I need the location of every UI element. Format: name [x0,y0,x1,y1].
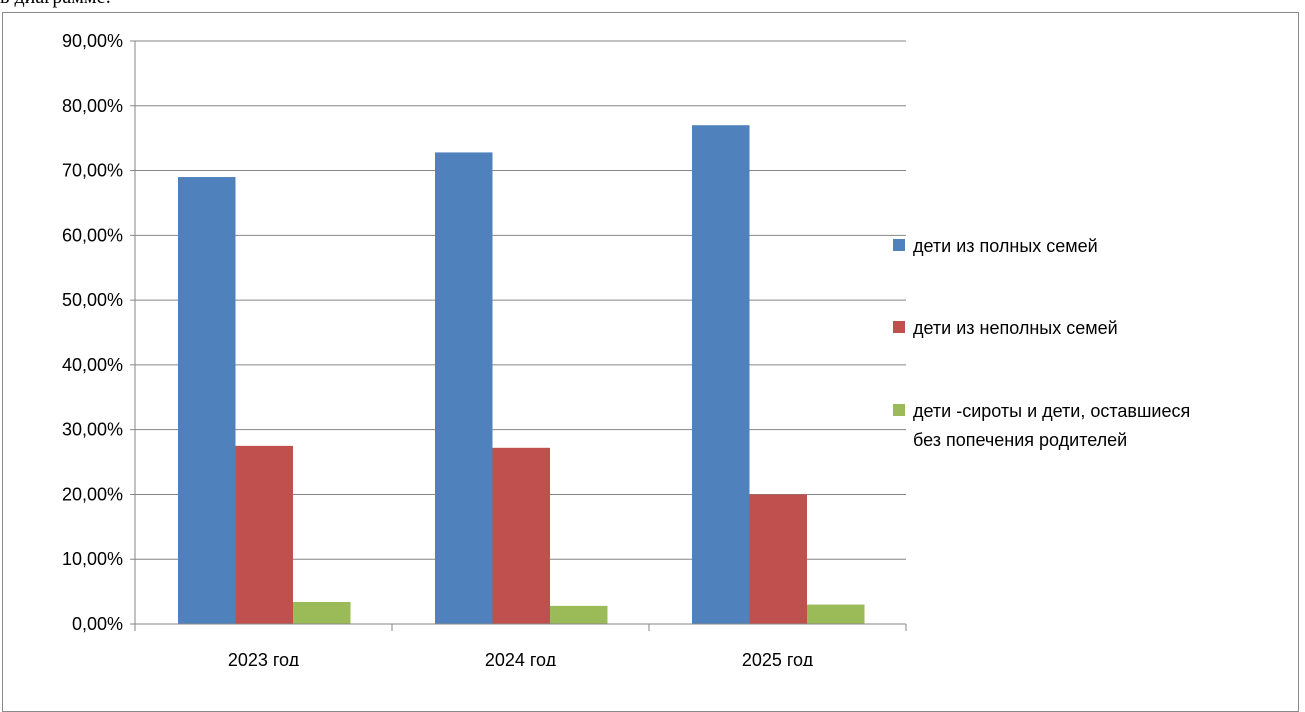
y-tick-label: 90,00% [62,31,123,51]
y-tick-label: 70,00% [62,161,123,181]
legend-swatch [893,239,905,251]
bars [178,125,865,625]
legend-label: дети из полных семей [913,236,1098,256]
bar [293,601,351,624]
legend-swatch [893,404,905,416]
y-tick-label: 60,00% [62,225,123,245]
y-tick-label: 0,00% [72,614,123,634]
y-tick-label: 20,00% [62,484,123,504]
y-tick-label: 30,00% [62,420,123,440]
bar [550,605,608,624]
y-tick-label: 40,00% [62,355,123,375]
x-tick-label: 2024 год [485,650,557,666]
bar [178,177,236,625]
legend-label: без попечения родителей [913,430,1127,450]
y-tick-label: 10,00% [62,549,123,569]
bar [435,152,493,624]
axes: 0,00% 10,00% 20,00% 30,00% 40,00% 50,00% 60,00… [62,31,907,666]
x-tick-label: 2025 год [742,650,814,666]
legend-label: дети из неполных семей [913,318,1118,338]
bar [492,447,550,624]
bar [692,125,750,624]
intro-text: в диаграмме: [0,0,111,9]
legend: дети из полных семей дети из неполных сем… [893,236,1190,450]
bar-chart: 0,00% 10,00% 20,00% 30,00% 40,00% 50,00% 60,00… [62,31,1190,666]
y-tick-label: 50,00% [62,290,123,310]
bar [749,494,807,624]
bar [235,445,293,624]
bar [807,604,865,624]
legend-label: дети -сироты и дети, оставшиеся [913,401,1190,421]
y-tick-label: 80,00% [62,96,123,116]
legend-swatch [893,321,905,333]
x-tick-label: 2023 год [228,650,300,666]
